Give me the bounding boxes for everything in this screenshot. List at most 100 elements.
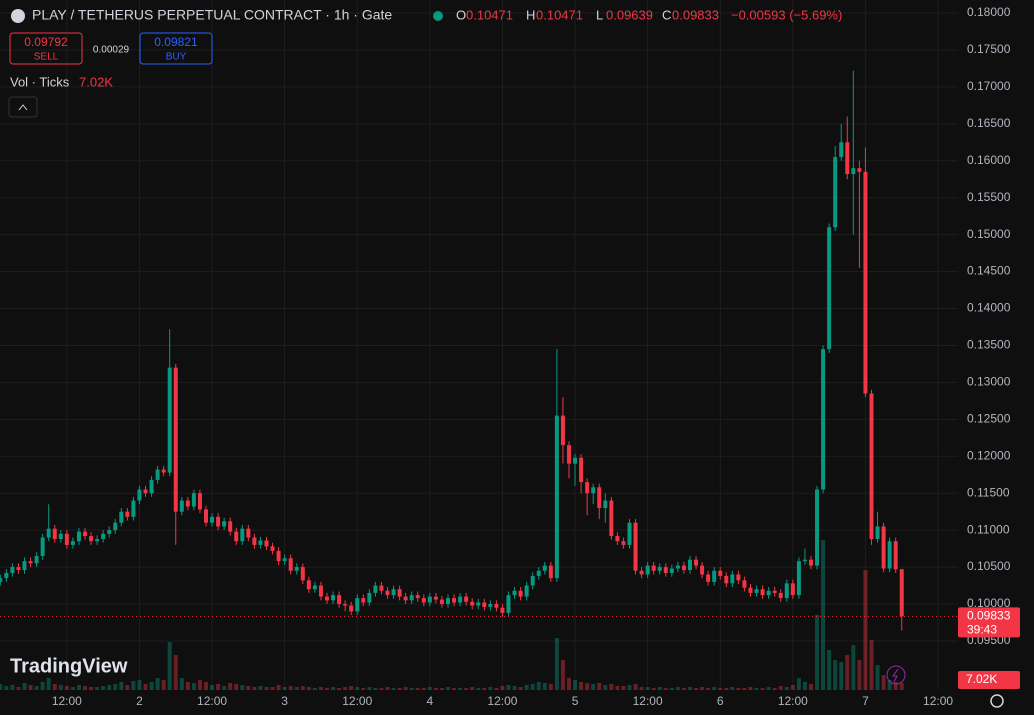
volume-bar	[427, 687, 432, 690]
volume-bar	[591, 684, 596, 690]
volume-bar	[506, 685, 511, 690]
volume-bar	[464, 688, 469, 690]
candle-body	[718, 570, 723, 576]
y-tick-label: 0.17500	[967, 42, 1011, 56]
sell-button[interactable]	[9, 32, 83, 65]
candle-body	[730, 574, 735, 584]
candle-body	[821, 349, 826, 490]
volume-badge-label: 7.02K	[966, 672, 997, 686]
volume-bar	[833, 660, 838, 690]
candle-body	[597, 487, 602, 508]
candle-body	[808, 559, 813, 566]
y-tick-label: 0.17000	[967, 79, 1011, 93]
candle-body	[143, 489, 148, 494]
candle-body	[615, 536, 620, 542]
candle-body	[58, 533, 63, 539]
candle-body	[343, 604, 348, 606]
volume-bar	[560, 660, 565, 690]
volume-bar	[379, 688, 384, 690]
buy-button[interactable]	[139, 32, 213, 65]
volume-bar	[790, 685, 795, 690]
volume-bar	[536, 682, 541, 690]
candle-body	[476, 602, 481, 606]
volume-bar	[700, 687, 705, 690]
countdown-label: 39:43	[967, 623, 997, 637]
volume-bar	[603, 685, 608, 690]
volume-bar	[530, 684, 535, 690]
volume-title: Vol · Ticks	[10, 74, 70, 89]
volume-bar	[421, 688, 426, 690]
volume-bar	[415, 688, 420, 690]
volume-bar	[131, 681, 136, 690]
volume-bar	[445, 687, 450, 690]
volume-bar	[857, 660, 862, 690]
candle-body	[83, 531, 88, 537]
candle-body	[203, 509, 208, 523]
buy-price: 0.09821	[154, 35, 198, 49]
y-tick-label: 0.11000	[967, 522, 1010, 536]
candle-body	[754, 589, 759, 593]
candle-body	[391, 589, 396, 596]
candle-body	[458, 596, 463, 603]
candle-body	[439, 599, 444, 605]
volume-bar	[149, 682, 154, 690]
volume-bar	[766, 687, 771, 690]
candle-body	[827, 227, 832, 350]
candle-body	[452, 598, 457, 603]
candle-body	[22, 561, 27, 571]
volume-bar	[143, 684, 148, 690]
candle-body	[258, 540, 263, 545]
volume-bar	[651, 688, 656, 690]
volume-bar	[772, 688, 777, 690]
chart-title: PLAY / TETHERUS PERPETUAL CONTRACT · 1h …	[32, 7, 392, 23]
x-tick-label: 7	[862, 694, 869, 708]
candle-body	[724, 575, 729, 584]
volume-bar	[294, 687, 299, 690]
candle-body	[518, 590, 523, 597]
candle-body	[228, 521, 233, 532]
candle-body	[28, 561, 33, 564]
candle-body	[712, 570, 717, 582]
candle-body	[675, 565, 680, 569]
candle-body	[4, 572, 9, 579]
collapse-button[interactable]	[8, 96, 38, 118]
volume-bar	[191, 683, 196, 690]
candle-body	[645, 565, 650, 575]
candle-body	[778, 592, 783, 599]
candle-body	[530, 575, 535, 586]
candle-body	[488, 604, 493, 607]
volume-bar	[52, 684, 57, 690]
candle-body	[512, 590, 517, 596]
volume-bar	[887, 680, 892, 690]
candle-body	[833, 157, 838, 228]
candle-body	[197, 493, 202, 510]
candle-body	[845, 142, 850, 175]
volume-bar	[10, 685, 15, 690]
volume-bar	[306, 687, 311, 690]
lightning-button[interactable]	[886, 665, 906, 685]
volume-bar	[585, 683, 590, 690]
candle-body	[706, 574, 711, 582]
candle-body	[107, 530, 112, 534]
volume-bar	[851, 645, 856, 690]
volume-bar	[796, 678, 801, 690]
volume-bar	[203, 682, 208, 690]
volume-bar	[669, 688, 674, 690]
volume-bar	[125, 685, 130, 690]
y-tick-label: 0.15000	[967, 227, 1011, 241]
volume-bar	[760, 688, 765, 690]
candle-body	[542, 565, 547, 571]
volume-bar	[518, 687, 523, 690]
candle-body	[89, 536, 94, 542]
volume-bar	[863, 570, 868, 690]
x-tick-label: 12:00	[52, 694, 82, 708]
volume-bar	[179, 678, 184, 690]
volume-bar	[107, 685, 112, 690]
candle-body	[766, 590, 771, 596]
y-tick-label: 0.14000	[967, 301, 1011, 315]
candle-body	[796, 561, 801, 596]
candle-body	[355, 598, 360, 612]
plot	[0, 0, 958, 690]
candle-body	[318, 585, 323, 597]
settings-button[interactable]	[990, 694, 1004, 708]
